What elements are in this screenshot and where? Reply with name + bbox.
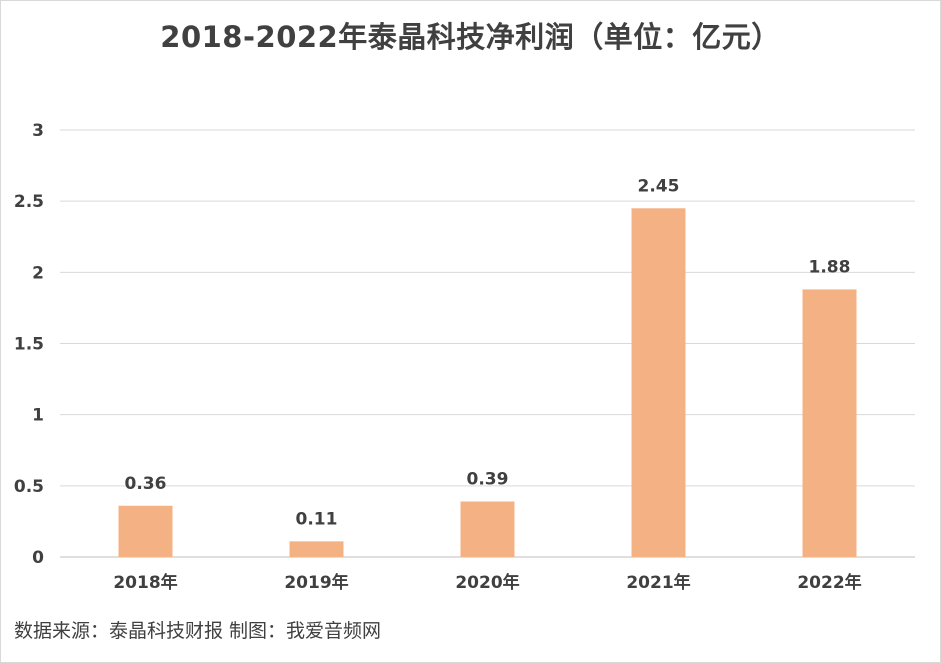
bars: [118, 208, 857, 558]
bar: [802, 289, 857, 557]
source-note: 数据来源：泰晶科技财报 制图：我爱音频网: [14, 620, 382, 642]
x-tick-label: 2019年: [284, 572, 348, 593]
y-tick-label: 0: [32, 548, 44, 568]
gridlines: [60, 129, 915, 558]
y-tick-label: 1.5: [14, 335, 44, 355]
y-tick-label: 2: [32, 263, 44, 283]
bar: [460, 501, 515, 557]
bar: [631, 208, 686, 558]
chart-title: 2018-2022年泰晶科技净利润（单位：亿元）: [160, 20, 781, 54]
data-label: 2.45: [638, 176, 680, 196]
y-tick-label: 0.5: [14, 477, 44, 497]
y-tick-label: 3: [32, 121, 44, 141]
data-label: 1.88: [809, 257, 851, 277]
x-tick-label: 2018年: [113, 572, 177, 593]
data-label: 0.11: [296, 509, 338, 529]
data-label: 0.36: [125, 474, 167, 494]
y-tick-label: 2.5: [14, 192, 44, 212]
data-label: 0.39: [467, 469, 509, 489]
y-axis-ticks: 0 0.5 1 1.5 2 2.5 3: [14, 121, 44, 568]
bar: [289, 541, 344, 557]
y-tick-label: 1: [32, 406, 44, 426]
bar: [118, 505, 173, 557]
x-axis-ticks: 2018年 2019年 2020年 2021年 2022年: [113, 572, 861, 593]
x-tick-label: 2021年: [626, 572, 690, 593]
data-labels: 0.36 0.11 0.39 2.45 1.88: [125, 176, 851, 529]
x-tick-label: 2020年: [455, 572, 519, 593]
x-tick-label: 2022年: [797, 572, 861, 593]
